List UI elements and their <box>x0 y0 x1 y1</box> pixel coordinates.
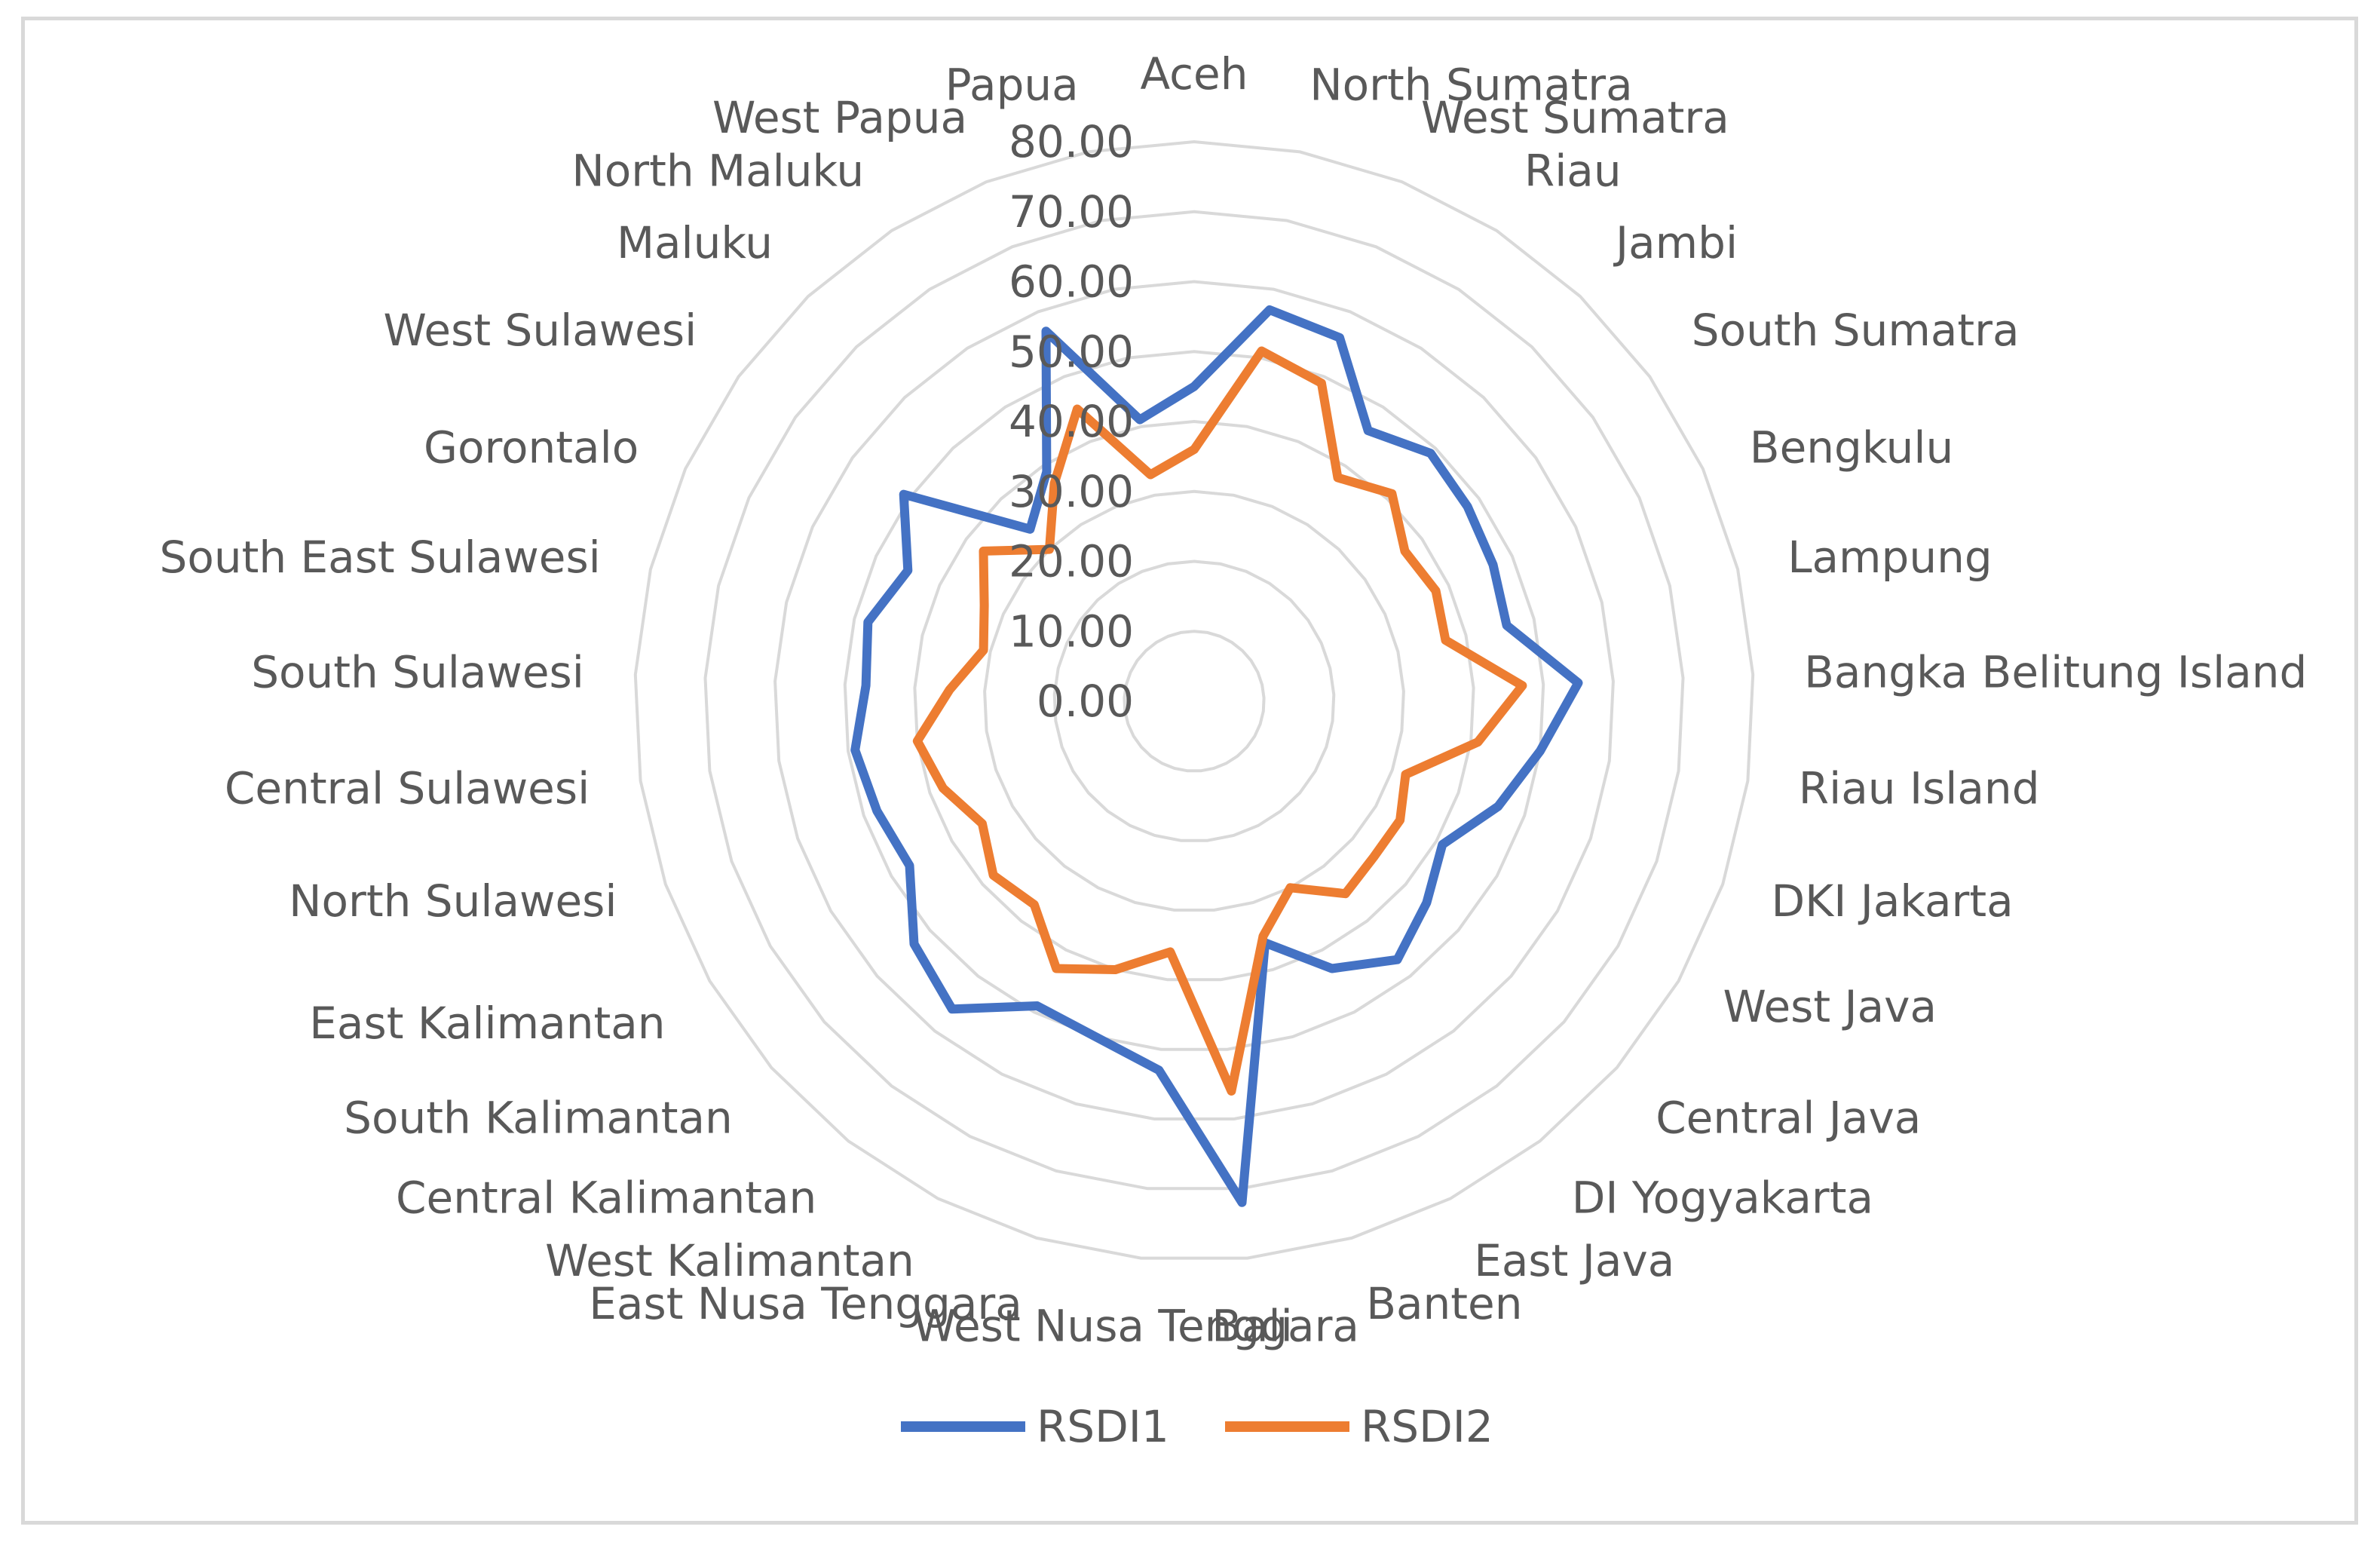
category-label: West Java <box>1723 981 1937 1032</box>
category-label: Central Sulawesi <box>225 762 590 814</box>
tick-label: 50.00 <box>1009 326 1134 377</box>
category-label: Jambi <box>1613 217 1738 268</box>
category-label: East Nusa Tenggara <box>589 1278 1022 1329</box>
category-label: East Kalimantan <box>309 998 665 1049</box>
tick-label: 80.00 <box>1009 116 1134 167</box>
grid <box>633 139 1755 1260</box>
grid-ring <box>703 210 1685 1191</box>
series-line-rsdi2 <box>912 346 1527 1096</box>
tick-label: 30.00 <box>1009 466 1134 517</box>
legend-label-rsdi2: RSDI2 <box>1361 1401 1493 1452</box>
category-label: Central Java <box>1656 1092 1921 1143</box>
category-label: South East Sulawesi <box>160 532 601 583</box>
category-label: North Sumatra <box>1309 60 1632 111</box>
series-line-rsdi1 <box>850 305 1583 1207</box>
legend-label-rsdi1: RSDI1 <box>1037 1401 1169 1452</box>
category-label: Riau <box>1524 146 1622 197</box>
category-label: West Nusa Tenggara <box>913 1300 1359 1351</box>
grid-ring <box>1123 630 1266 773</box>
grid-ring <box>633 139 1755 1260</box>
radial-axis-ticks: 0.00 10.00 20.00 30.00 40.00 50.00 60.00 70.00 8… <box>1009 116 1134 727</box>
category-label: Aceh <box>1141 48 1248 100</box>
grid-ring <box>913 419 1475 982</box>
grid-ring <box>843 350 1545 1051</box>
legend: RSDI1 RSDI2 <box>901 1401 1493 1452</box>
category-label: Bali <box>1211 1300 1293 1351</box>
grid-ring <box>773 280 1615 1120</box>
category-label: Maluku <box>617 217 773 268</box>
category-label: Papua <box>945 60 1079 111</box>
category-label: Gorontalo <box>424 422 639 474</box>
grid-ring <box>1052 559 1336 842</box>
category-label: East Java <box>1474 1235 1674 1286</box>
category-label: Central Kalimantan <box>396 1172 816 1224</box>
tick-label: 60.00 <box>1009 256 1134 308</box>
category-label: West Sulawesi <box>383 305 697 356</box>
tick-label: 70.00 <box>1009 186 1134 238</box>
category-label: Bengkulu <box>1750 422 1954 474</box>
category-label: North Sulawesi <box>289 875 617 927</box>
tick-label: 40.00 <box>1009 396 1134 447</box>
category-label: West Sumatra <box>1421 92 1729 143</box>
tick-label: 20.00 <box>1009 536 1134 587</box>
category-label: South Sumatra <box>1692 305 2020 356</box>
category-label: Banten <box>1366 1278 1522 1329</box>
category-label: Bangka Belitung Island <box>1804 647 2307 698</box>
category-label: Lampung <box>1787 532 1993 583</box>
category-label: Riau Island <box>1799 762 2040 814</box>
series-layer <box>850 305 1583 1207</box>
category-label: DKI Jakarta <box>1772 875 2014 927</box>
category-label: South Kalimantan <box>344 1092 733 1143</box>
category-label: West Papua <box>712 92 967 143</box>
category-label: DI Yogyakarta <box>1572 1172 1873 1224</box>
category-label: South Sulawesi <box>251 647 584 698</box>
grid-ring <box>983 489 1405 912</box>
category-label: North Maluku <box>571 146 864 197</box>
tick-label: 0.00 <box>1037 676 1134 727</box>
tick-label: 10.00 <box>1009 605 1134 657</box>
category-label: West Kalimantan <box>545 1235 914 1286</box>
